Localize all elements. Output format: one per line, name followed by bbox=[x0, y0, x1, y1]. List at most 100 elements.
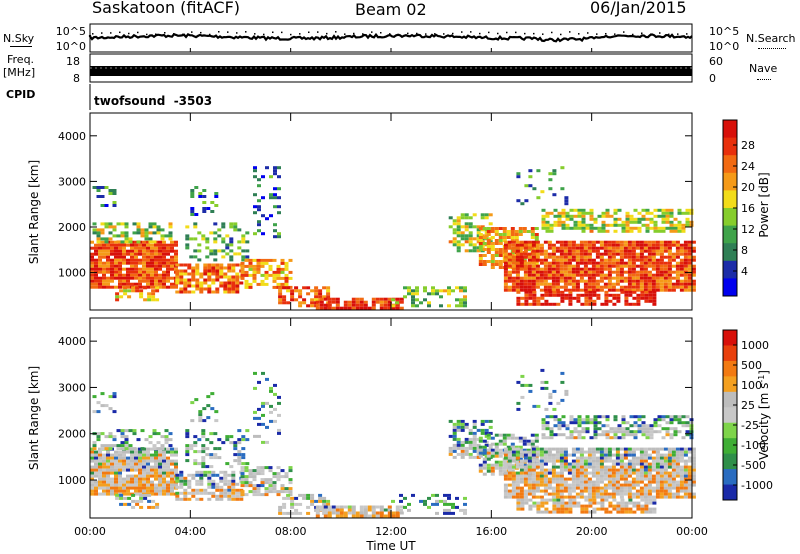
echo-cell bbox=[593, 424, 598, 428]
echo-cell bbox=[261, 175, 265, 179]
echo-cell bbox=[683, 279, 688, 283]
echo-cell bbox=[563, 255, 568, 259]
echo-cell bbox=[391, 511, 396, 515]
echo-cell bbox=[595, 450, 600, 454]
echo-cell bbox=[174, 483, 178, 487]
echo-cell bbox=[651, 285, 656, 289]
echo-cell bbox=[631, 456, 636, 460]
echo-cell bbox=[448, 434, 453, 438]
echo-cell bbox=[643, 288, 648, 292]
echo-cell bbox=[548, 187, 553, 191]
nsearch-point bbox=[191, 31, 193, 33]
echo-cell bbox=[229, 237, 234, 241]
echo-cell bbox=[527, 492, 532, 496]
echo-cell bbox=[633, 433, 638, 437]
echo-cell bbox=[134, 456, 138, 460]
echo-cell bbox=[507, 270, 512, 274]
echo-cell bbox=[227, 284, 232, 288]
echo-cell bbox=[431, 286, 435, 290]
nsearch-label: N.Search bbox=[746, 32, 796, 45]
echo-cell bbox=[138, 261, 142, 265]
echo-cell bbox=[130, 456, 134, 460]
echo-cell bbox=[613, 220, 618, 224]
echo-cell bbox=[244, 469, 249, 473]
echo-cell bbox=[679, 264, 684, 268]
echo-cell bbox=[478, 263, 483, 266]
echo-cell bbox=[142, 453, 146, 457]
echo-cell bbox=[257, 178, 261, 182]
echo-cell bbox=[257, 205, 261, 209]
echo-cell bbox=[539, 243, 544, 247]
echo-cell bbox=[175, 263, 180, 267]
echo-cell bbox=[675, 240, 680, 244]
echo-cell bbox=[225, 246, 230, 250]
echo-cell bbox=[154, 456, 158, 460]
echo-cell bbox=[185, 444, 190, 448]
echo-cell bbox=[559, 243, 564, 247]
echo-cell bbox=[583, 462, 588, 466]
echo-cell bbox=[584, 302, 589, 306]
echo-cell bbox=[520, 395, 525, 399]
echo-cell bbox=[210, 392, 215, 396]
echo-cell bbox=[138, 489, 142, 493]
echo-cell bbox=[460, 452, 465, 456]
echo-cell bbox=[585, 223, 590, 227]
echo-cell bbox=[571, 282, 576, 286]
echo-cell bbox=[455, 496, 459, 500]
echo-cell bbox=[615, 492, 620, 496]
echo-cell bbox=[110, 285, 114, 289]
echo-cell bbox=[480, 428, 485, 432]
echo-cell bbox=[507, 276, 512, 280]
echo-cell bbox=[518, 251, 523, 254]
echo-cell bbox=[577, 226, 582, 230]
echo-cell bbox=[608, 504, 613, 508]
echo-cell bbox=[158, 468, 162, 472]
echo-cell bbox=[591, 495, 596, 499]
echo-cell bbox=[555, 471, 560, 475]
echo-cell bbox=[399, 300, 404, 304]
echo-cell bbox=[187, 491, 192, 495]
echo-cell bbox=[583, 456, 588, 460]
echo-cell bbox=[244, 493, 249, 497]
echo-cell bbox=[611, 483, 616, 487]
echo-cell bbox=[403, 496, 407, 500]
echo-cell bbox=[567, 243, 572, 247]
echo-cell bbox=[548, 302, 553, 306]
freq-block bbox=[90, 66, 692, 76]
echo-cell bbox=[605, 229, 610, 233]
echo-cell bbox=[648, 498, 653, 502]
echo-cell bbox=[563, 249, 568, 253]
echo-cell bbox=[535, 255, 540, 259]
echo-cell bbox=[256, 466, 261, 470]
echo-cell bbox=[90, 465, 94, 469]
echo-cell bbox=[126, 279, 130, 283]
echo-cell bbox=[527, 465, 532, 469]
colorbar-segment bbox=[723, 155, 737, 174]
echo-cell bbox=[102, 267, 106, 271]
echo-cell bbox=[162, 246, 166, 250]
echo-cell bbox=[683, 474, 688, 478]
echo-cell bbox=[490, 454, 495, 458]
echo-cell bbox=[551, 258, 556, 262]
echo-cell bbox=[671, 288, 676, 292]
echo-cell bbox=[118, 456, 122, 460]
echo-cell bbox=[213, 249, 218, 253]
echo-cell bbox=[241, 240, 246, 244]
echo-cell bbox=[160, 447, 165, 451]
echo-cell bbox=[278, 508, 283, 512]
echo-cell bbox=[571, 465, 576, 469]
echo-cell bbox=[523, 255, 528, 259]
nsearch-point bbox=[344, 33, 346, 35]
echo-cell bbox=[561, 415, 566, 419]
echo-cell bbox=[655, 492, 660, 496]
echo-cell bbox=[225, 243, 230, 247]
echo-cell bbox=[539, 468, 544, 472]
echo-cell bbox=[532, 290, 537, 294]
echo-cell bbox=[519, 468, 524, 472]
echo-cell bbox=[253, 169, 257, 173]
nsearch-point bbox=[164, 32, 166, 34]
echo-cell bbox=[667, 282, 672, 286]
echo-cell bbox=[563, 489, 568, 493]
echo-cell bbox=[612, 293, 617, 297]
echo-cell bbox=[207, 485, 212, 489]
